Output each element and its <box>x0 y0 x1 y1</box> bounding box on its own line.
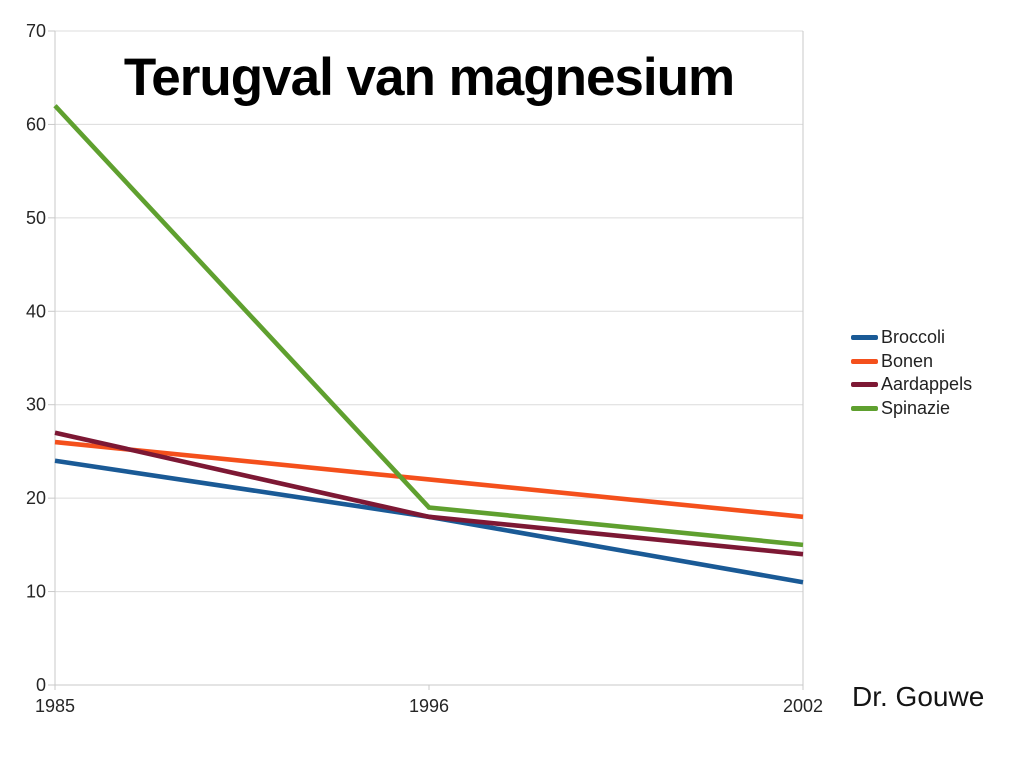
y-axis-tick-label: 10 <box>26 582 46 602</box>
x-axis-tick-label: 1996 <box>409 696 449 716</box>
y-axis-tick-label: 70 <box>26 21 46 41</box>
series-line-bonen <box>54 439 804 520</box>
legend-line-swatch-icon <box>851 335 878 341</box>
legend-item-bonen: Bonen <box>851 350 972 374</box>
y-axis-tick-label: 30 <box>26 395 46 415</box>
legend-item-aardappels: Aardappels <box>851 373 972 397</box>
legend-line-swatch-icon <box>851 382 878 388</box>
legend-line-swatch-icon <box>851 405 878 411</box>
legend-line-swatch-icon <box>851 358 878 364</box>
y-axis-tick-label: 50 <box>26 208 46 228</box>
legend-item-label: Spinazie <box>881 397 951 418</box>
y-axis-tick-label: 0 <box>36 675 46 695</box>
y-axis-tick-label: 40 <box>26 301 46 321</box>
y-axis-tick-label: 20 <box>26 488 46 508</box>
series-line-aardappels <box>54 430 804 557</box>
legend-item-label: Bonen <box>881 350 934 371</box>
chart-title: Terugval van magnesium <box>123 48 735 107</box>
legend-item-label: Broccoli <box>881 327 946 348</box>
legend-item-spinazie: Spinazie <box>851 397 972 421</box>
chart-legend: Broccoli Bonen Aardappels Spinazie <box>851 326 972 420</box>
series-line-spinazie <box>53 104 804 548</box>
y-axis-tick-label: 60 <box>26 114 46 134</box>
x-axis-tick-label: 1985 <box>35 696 75 716</box>
author-credit: Dr. Gouwe <box>852 681 985 712</box>
legend-item-broccoli: Broccoli <box>851 326 972 350</box>
x-axis-tick-label: 2002 <box>783 696 823 716</box>
legend-item-label: Aardappels <box>881 374 973 395</box>
